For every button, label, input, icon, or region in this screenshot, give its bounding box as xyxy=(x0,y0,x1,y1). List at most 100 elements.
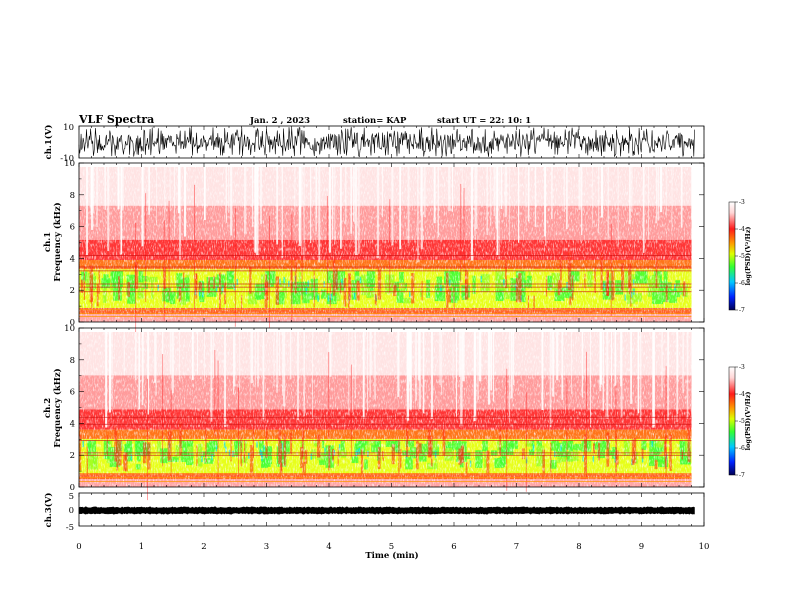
spec-streak xyxy=(344,167,347,225)
spec-streak xyxy=(249,332,251,413)
spec-streak xyxy=(610,224,612,317)
spec-streak xyxy=(508,332,511,423)
spec-streak xyxy=(459,332,461,377)
spec-streak xyxy=(534,167,537,227)
spec-streak xyxy=(303,167,305,263)
spec-streak xyxy=(350,167,352,234)
time-tick-label: 4 xyxy=(326,542,331,552)
spec-streak xyxy=(303,332,305,417)
spec-streak xyxy=(301,207,303,301)
spec-streak xyxy=(433,167,436,224)
spec-streak xyxy=(243,167,247,234)
ch3-ytick-top: 5 xyxy=(69,492,74,502)
time-tick-label: 1 xyxy=(139,542,144,552)
ch1-colorbar-ticks: -3 -4 -5 -6 -7 xyxy=(735,199,745,314)
spec-streak xyxy=(104,167,107,210)
spec-streak xyxy=(147,378,148,501)
spec-streak xyxy=(630,332,632,404)
ytick-label: 10 xyxy=(64,324,75,334)
spec-streak xyxy=(191,332,194,380)
spec-streak xyxy=(262,332,265,420)
colorbar-tick-label: -4 xyxy=(739,391,745,398)
spec-streak xyxy=(179,332,180,381)
spec-streak xyxy=(217,360,219,485)
spec-streak xyxy=(492,332,495,402)
spec-streak xyxy=(174,167,175,237)
spec-streak xyxy=(665,167,667,218)
spec-streak xyxy=(326,195,328,295)
ch2-spectrogram-yticks: 0 2 4 6 8 10 xyxy=(64,324,704,493)
spec-streak xyxy=(691,167,694,240)
spec-streak xyxy=(117,167,120,210)
spec-streak xyxy=(374,332,376,400)
spec-streak xyxy=(610,332,612,409)
time-tick-label: 10 xyxy=(699,542,710,552)
spec-streak xyxy=(580,167,583,235)
spec-streak xyxy=(168,200,170,301)
spec-streak xyxy=(351,332,353,413)
spec-streak xyxy=(648,167,649,240)
spec-streak xyxy=(121,167,124,211)
spec-streak xyxy=(620,332,623,419)
ch3-waveform-ylabel: ch.3(V) xyxy=(43,493,54,528)
spec-streak xyxy=(545,167,547,230)
spec-streak xyxy=(391,167,394,246)
time-tick-label: 9 xyxy=(639,542,644,552)
spec-streak xyxy=(376,167,380,258)
ch3-ytick-bottom: -5 xyxy=(66,523,74,533)
spec-streak xyxy=(490,167,492,227)
spec-streak xyxy=(496,167,499,256)
ytick-label: 10 xyxy=(64,159,75,169)
date-label: Jan. 2 , 2023 xyxy=(249,116,310,126)
spec-streak xyxy=(310,167,312,243)
ch1-waveform-panel: 10 -10 ch.1(V) xyxy=(43,123,705,164)
spec-streak xyxy=(254,167,257,253)
spec-streak xyxy=(556,332,559,381)
spec-streak xyxy=(312,332,313,420)
spec-streak xyxy=(399,167,402,250)
spec-streak xyxy=(551,167,553,220)
ch1-waveform-trace xyxy=(78,127,695,158)
spec-streak xyxy=(145,193,147,302)
spec-streak xyxy=(329,167,331,229)
spec-streak xyxy=(96,167,98,228)
time-tick-label: 2 xyxy=(201,542,206,552)
colorbar-tick-label: -6 xyxy=(739,445,745,452)
ch3-waveform-xticks xyxy=(78,493,705,526)
spec-streak xyxy=(230,167,233,236)
spec-streak xyxy=(656,167,658,224)
spec-streak xyxy=(178,167,182,260)
ch1-ytick-top: 10 xyxy=(63,123,74,133)
spec-streak xyxy=(640,332,642,422)
spec-streak xyxy=(162,354,164,467)
spec-streak xyxy=(353,167,355,222)
spec-streak xyxy=(475,332,477,416)
spec-streak xyxy=(276,167,279,245)
time-tick-label: 3 xyxy=(264,542,269,552)
spec-streak xyxy=(239,332,241,391)
spec-streak xyxy=(108,332,111,413)
spec-streak xyxy=(617,167,619,248)
spec-streak xyxy=(210,332,213,422)
spec-streak xyxy=(291,214,293,323)
ch1-colorbar-label: log(PSD)(V²/Hz) xyxy=(744,227,752,286)
ch2-spectrogram-speckle xyxy=(79,332,692,487)
spec-streak xyxy=(543,167,546,237)
spec-streak xyxy=(120,167,123,255)
spec-streak xyxy=(225,167,227,223)
ytick-label: 0 xyxy=(70,483,75,493)
ytick-label: 8 xyxy=(70,191,75,201)
spec-streak xyxy=(448,167,451,211)
spec-streak xyxy=(135,223,137,340)
station-label: station= KAP xyxy=(343,116,407,126)
spec-streak xyxy=(614,332,617,387)
spec-streak xyxy=(598,167,600,234)
ch2-spectrogram-ylabel-top: ch.2 xyxy=(43,398,53,418)
spec-streak xyxy=(283,332,286,407)
spec-streak xyxy=(495,167,498,229)
ch1-ytick-bottom: -10 xyxy=(60,154,74,164)
spec-streak xyxy=(354,332,356,398)
spec-streak xyxy=(498,167,500,260)
